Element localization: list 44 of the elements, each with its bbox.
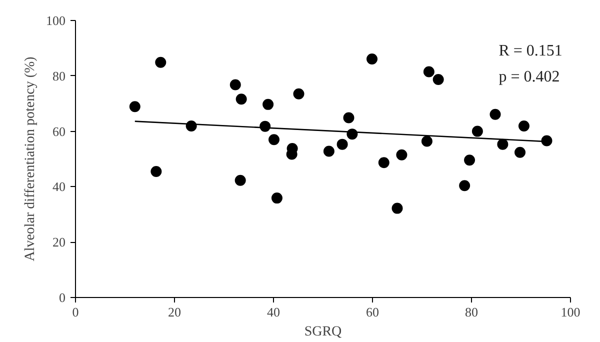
point <box>366 54 378 64</box>
point <box>464 154 476 166</box>
point <box>343 112 354 124</box>
y-tick-label: 0 <box>59 290 66 305</box>
y-tick-label: 20 <box>52 234 66 250</box>
point <box>432 74 444 85</box>
point <box>268 134 280 146</box>
x-tick-label: 100 <box>560 304 580 320</box>
point <box>392 202 403 214</box>
point <box>262 98 274 110</box>
x-tick-label: 60 <box>366 304 379 320</box>
point <box>236 94 247 105</box>
point <box>155 56 166 68</box>
point <box>323 146 334 157</box>
point <box>490 108 501 120</box>
annotation: p = 0.402 <box>498 68 560 86</box>
point <box>129 101 140 112</box>
x-axis-title: SGRQ <box>304 324 342 340</box>
point <box>497 138 508 150</box>
y-tick-label: 100 <box>46 13 66 28</box>
point <box>459 180 470 192</box>
point <box>423 66 434 78</box>
point <box>518 120 530 132</box>
annotation: R = 0.151 <box>498 42 562 60</box>
point <box>150 166 162 177</box>
point <box>230 79 241 90</box>
y-tick-label: 40 <box>52 179 66 194</box>
point <box>541 135 552 146</box>
y-tick-label: 80 <box>52 68 66 84</box>
y-axis-title: Alveolar differentiation potency (%) <box>23 56 38 262</box>
point <box>271 192 282 204</box>
point <box>378 157 390 168</box>
x-tick-label: 20 <box>168 304 181 320</box>
point <box>514 146 526 158</box>
point <box>293 88 304 100</box>
point <box>336 138 348 150</box>
point <box>472 126 483 137</box>
x-tick-label: 80 <box>465 304 478 320</box>
x-tick-label: 40 <box>267 304 280 320</box>
point <box>396 149 408 160</box>
point <box>421 136 432 147</box>
y-tick-label: 60 <box>52 124 66 139</box>
x-tick-label: 0 <box>72 304 79 320</box>
point <box>234 174 246 186</box>
